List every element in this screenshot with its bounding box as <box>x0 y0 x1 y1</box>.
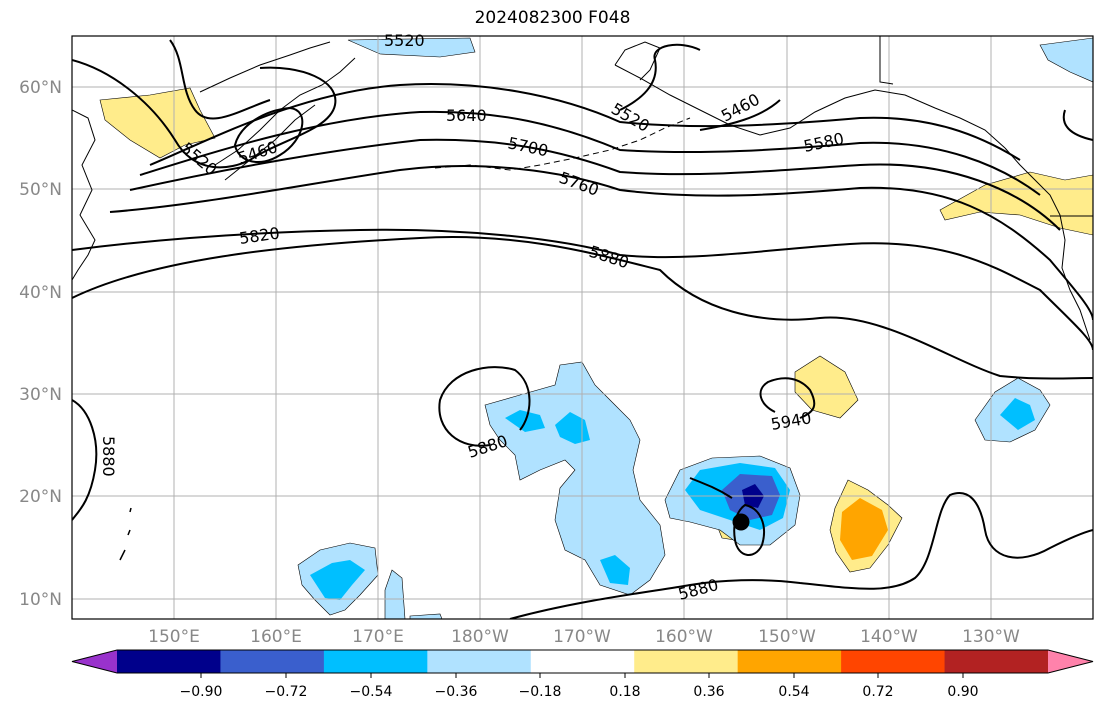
contour-line <box>619 43 701 111</box>
anomaly-shading <box>99 37 1093 619</box>
height-contours <box>72 39 1093 619</box>
colorbar-segment <box>634 650 739 673</box>
contour-label: 5520 <box>384 31 425 50</box>
lon-label: 160°E <box>250 627 302 647</box>
lat-label: 20°N <box>19 487 62 507</box>
contour-5880-south <box>509 492 1093 619</box>
colorbar-tick-label: 0.54 <box>778 684 809 700</box>
contour-5940 <box>759 377 816 419</box>
contour-5880-west-ridge <box>72 399 98 521</box>
negative-anomaly-area <box>1039 37 1093 83</box>
lon-label: 150°E <box>148 627 200 647</box>
aleutian-islands <box>434 117 691 171</box>
contour-label: 5640 <box>446 106 487 125</box>
contour-label: 5460 <box>235 137 280 168</box>
colorbar-extend-high <box>1048 650 1093 673</box>
storm-center-dot <box>732 513 750 531</box>
contour-label: 5760 <box>557 168 602 200</box>
contour-line <box>129 138 1061 231</box>
alaska-west-coastline <box>614 41 661 81</box>
asia-coastline <box>72 109 96 281</box>
lat-label: 60°N <box>19 78 62 98</box>
negative-anomaly-area <box>384 569 406 619</box>
colorbar <box>71 649 1094 674</box>
colorbar-tick-label: 0.18 <box>609 684 640 700</box>
lat-label: 30°N <box>19 385 62 405</box>
alaska-coastline <box>614 64 1006 149</box>
colorbar-extend-low <box>72 650 117 673</box>
positive-anomaly-area <box>99 87 216 159</box>
contour-line <box>169 39 271 120</box>
contour-line <box>72 228 1093 351</box>
colorbar-tick-label: 0.72 <box>862 684 893 700</box>
colorbar-outline <box>71 649 1094 674</box>
lat-label: 40°N <box>19 283 62 303</box>
contour-line <box>149 83 1021 166</box>
colorbar-segment <box>427 650 532 673</box>
contour-label: 5880 <box>587 242 632 273</box>
negative-anomaly-area <box>484 361 666 596</box>
colorbar-segment <box>220 650 325 673</box>
colorbar-tick-label: 0.36 <box>693 684 724 700</box>
colorbar-tick-labels: −0.90 −0.72 −0.54 −0.36 −0.18 0.18 0.36 … <box>180 684 979 700</box>
colorbar-tick-label: −0.54 <box>350 684 393 700</box>
positive-anomaly-area <box>794 355 859 419</box>
hawaii-islands <box>689 477 733 499</box>
negative-anomaly-core <box>600 555 630 585</box>
contour-label: 5820 <box>238 223 281 247</box>
lon-label: 170°W <box>553 627 611 647</box>
contour-label: 5700 <box>506 133 550 160</box>
colorbar-segment <box>737 650 842 673</box>
colorbar-segment <box>323 650 428 673</box>
contour-line <box>139 110 1041 196</box>
contour-label: 5580 <box>802 129 846 156</box>
contour-label: 5880 <box>676 575 720 604</box>
contour-line <box>109 165 1093 321</box>
lon-label: 180°W <box>451 627 509 647</box>
lat-label: 50°N <box>19 180 62 200</box>
siberia-coastline <box>199 41 331 93</box>
lon-label: 150°W <box>758 627 816 647</box>
negative-anomaly-core <box>310 560 365 600</box>
contour-label: 5940 <box>769 408 812 434</box>
kamchatka-coastline <box>214 57 356 166</box>
positive-anomaly-area <box>939 171 1093 236</box>
colorbar-tick-label: −0.72 <box>265 684 308 700</box>
colorbar-tick-label: −0.36 <box>435 684 478 700</box>
negative-anomaly-area <box>409 613 443 619</box>
contour-label: 5880 <box>465 431 510 462</box>
map-title: 2024082300 F048 <box>474 8 631 28</box>
contour-line <box>699 99 781 131</box>
latitude-labels: 60°N 50°N 40°N 30°N 20°N 10°N <box>19 78 62 610</box>
lon-label: 170°E <box>352 627 404 647</box>
negative-anomaly-area <box>347 37 476 58</box>
north-america-coastline <box>1004 147 1091 341</box>
contour-5880-high <box>438 366 531 447</box>
colorbar-ticks <box>200 673 964 678</box>
contour-label: 5880 <box>99 436 118 477</box>
contour-line <box>1062 109 1093 141</box>
alaska-canada-border <box>879 36 894 85</box>
colorbar-tick-label: −0.90 <box>180 684 223 700</box>
colorbar-segment <box>117 650 221 673</box>
colorbar-segment <box>944 650 1049 673</box>
lon-label: 160°W <box>655 627 713 647</box>
lon-label: 130°W <box>962 627 1020 647</box>
lat-label: 10°N <box>19 590 62 610</box>
contour-line <box>72 236 1093 380</box>
colorbar-segment <box>841 650 946 673</box>
map-frame <box>71 35 1094 620</box>
positive-anomaly-core <box>840 498 888 560</box>
gridlines <box>72 36 1093 619</box>
contour-line <box>233 106 304 164</box>
negative-anomaly-core <box>555 412 590 444</box>
colorbar-tick-label: 0.90 <box>947 684 978 700</box>
lon-label: 140°W <box>860 627 918 647</box>
colorbar-tick-label: −0.18 <box>519 684 562 700</box>
longitude-labels: 150°E 160°E 170°E 180°W 170°W 160°W 150°… <box>148 627 1020 647</box>
negative-anomaly-core <box>1000 398 1035 430</box>
colorbar-segment <box>530 650 635 673</box>
japan-islands <box>119 507 132 561</box>
